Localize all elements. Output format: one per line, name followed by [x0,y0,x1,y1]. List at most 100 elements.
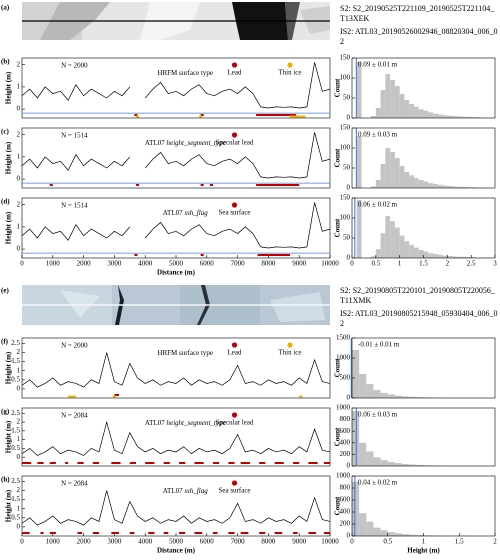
s2-id: S2: S2_20190805T220101_20190805T220056_T… [340,286,495,305]
class-segment [289,115,306,118]
y-tick-label: 200 [340,450,351,458]
y-tick-label: 0 [347,184,351,192]
class-segment [323,532,330,534]
x-tick-label: 10000 [321,260,339,268]
panel-title: HRFM surface type [157,69,213,77]
histogram-bar [359,513,367,536]
class-segment [212,532,218,534]
y-tick-label: 1 [17,366,21,374]
class-segment [111,462,121,464]
title-text: ATL07 [145,419,165,427]
panel-label: (a) [1,4,10,12]
x-tick-label: 7000 [231,260,246,268]
height-profile [21,490,331,526]
y-tick-label: 500 [340,374,351,382]
histogram-bar [409,104,414,118]
y-tick-label: 100 [340,144,351,152]
y-tick-label: 400 [340,438,351,446]
y-tick-label: 1.5 [11,495,20,503]
x-tick-label: 1 [422,538,426,546]
class-segment [40,532,44,534]
histogram-bar [461,186,467,188]
x-tick-label: 5000 [169,538,184,546]
histogram-bar [428,253,434,258]
y-axis-label: Count [334,78,342,97]
class-segment [92,532,99,534]
class-segment [37,462,44,464]
legend-label: Thin ice [278,349,301,357]
histogram-bar [466,187,472,188]
panel-title: ATL07 ssh_flag [163,209,208,217]
y-tick-label: 0.5 [11,444,20,452]
class-segment [49,532,56,534]
histogram-bar [416,535,424,536]
x-tick-label: 9000 [292,260,307,268]
y-axis-label: Count [334,148,342,167]
histogram-bar [413,247,419,258]
histogram-bar [399,235,405,258]
class-segment [299,395,303,398]
panel-title: HRFM surface type [157,349,213,357]
histogram-bar [387,461,395,466]
histogram-bar [394,533,403,536]
y-tick-label: 2 [17,200,21,208]
y-axis-label: Height (m) [5,420,13,453]
x-tick-label: 1000 [46,538,61,546]
class-segment [212,462,220,464]
histogram-bar [456,256,462,258]
x-tick-label: 1.5 [455,538,464,546]
x-tick-label: 9000 [292,538,307,546]
x-tick-label: 2000 [77,538,92,546]
y-tick-label: 0 [17,105,21,113]
y-tick-label: 2.5 [11,409,20,417]
histogram-bar [456,116,462,118]
histogram-bar [471,257,476,258]
histogram-bar [402,463,410,466]
image-info: S2: S2_20190805T220101_20190805T220056_T… [340,286,498,332]
x-tick-label: 4000 [138,260,153,268]
class-segment [199,115,203,118]
histogram-bar [452,116,457,118]
y-tick-label: 0 [347,254,351,262]
panel-title: ATL07 ssh_flag [163,487,208,495]
x-tick-label: 4000 [138,538,153,546]
histogram-bar [437,184,443,188]
image-info: S2: S2_20190525T221109_20190525T221104_T… [340,4,498,50]
histogram-bar [442,115,448,118]
histogram-bar [423,465,431,466]
panel-label: (e) [1,287,9,295]
histogram-bar [375,108,381,118]
y-tick-label: 2 [17,348,21,356]
histogram-bar [366,384,374,398]
class-segment [49,184,53,186]
legend-label: Lead [228,69,242,77]
histogram-bar [447,115,453,118]
histogram-bar [359,374,367,398]
height-profile [21,202,331,249]
s2-id: S2: S2_20190525T221109_20190525T221104_T… [340,4,495,23]
x-tick-label: 0 [20,538,24,546]
y-tick-label: 2 [17,60,21,68]
y-tick-label: 0 [347,394,351,402]
histogram-bar [404,172,410,188]
histogram-bar [416,397,424,398]
legend-label: Sea surface [218,487,250,495]
class-segment [240,532,249,534]
histogram-bar [466,257,472,258]
plot-frame [21,127,331,189]
histogram-bar [380,233,386,258]
histogram-bar [380,530,388,536]
panel-label: (f) [1,338,9,346]
class-segment [308,532,317,534]
histogram-bar [394,463,403,466]
histogram-bar [423,535,431,536]
histogram-bar [394,86,400,118]
histogram-bar [385,148,391,188]
class-segment [274,462,284,464]
histogram-bar [399,166,405,188]
x-tick-label: 6000 [200,260,215,268]
panel-label: (c) [1,128,9,136]
class-segment [129,532,135,534]
panel-label: (g) [1,408,10,416]
